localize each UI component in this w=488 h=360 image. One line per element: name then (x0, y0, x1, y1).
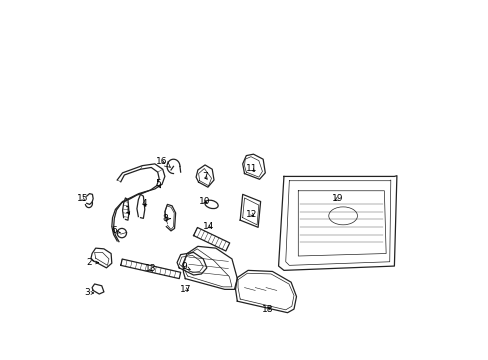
Polygon shape (278, 176, 396, 270)
Polygon shape (91, 248, 112, 268)
Text: 16: 16 (155, 157, 167, 166)
Text: 12: 12 (245, 210, 257, 219)
Ellipse shape (328, 207, 357, 225)
Text: 14: 14 (203, 222, 214, 231)
Text: 15: 15 (77, 194, 88, 203)
Polygon shape (193, 228, 229, 251)
Text: 17: 17 (180, 284, 191, 293)
Text: 3: 3 (83, 288, 94, 297)
Text: 19: 19 (331, 194, 343, 203)
Text: 9: 9 (181, 262, 190, 271)
Polygon shape (242, 154, 265, 179)
Text: 10: 10 (198, 197, 210, 206)
Text: 5: 5 (155, 179, 161, 188)
Text: 8: 8 (162, 214, 170, 223)
Text: 11: 11 (245, 164, 257, 173)
Polygon shape (240, 194, 260, 227)
Text: 4: 4 (141, 199, 146, 208)
Text: 18: 18 (262, 305, 273, 314)
Polygon shape (164, 204, 175, 231)
Text: 1: 1 (125, 206, 131, 215)
Text: 2: 2 (86, 258, 98, 267)
Text: 7: 7 (202, 172, 207, 181)
Text: 13: 13 (144, 265, 156, 274)
Text: 6: 6 (112, 226, 120, 235)
Polygon shape (177, 252, 206, 275)
Ellipse shape (204, 200, 218, 208)
Polygon shape (92, 284, 104, 294)
Polygon shape (235, 270, 296, 313)
Polygon shape (183, 246, 237, 289)
Polygon shape (196, 165, 214, 187)
Polygon shape (121, 259, 180, 279)
